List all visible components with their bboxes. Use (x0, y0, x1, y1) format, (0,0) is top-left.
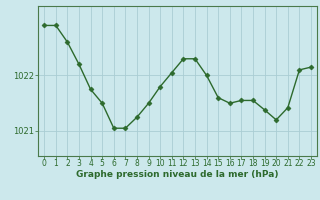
X-axis label: Graphe pression niveau de la mer (hPa): Graphe pression niveau de la mer (hPa) (76, 170, 279, 179)
